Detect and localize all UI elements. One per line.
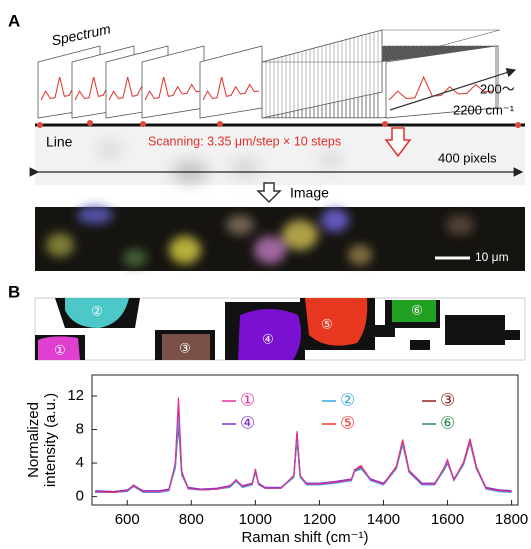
spectrum-frame: [385, 45, 497, 119]
spectrum-trace: [202, 76, 260, 101]
legend-label: ⑤: [340, 413, 355, 432]
wavenumber-arrow: [389, 67, 517, 111]
spectrum-label: Spectrum: [50, 20, 112, 48]
cell-label: ①: [54, 342, 66, 357]
legend-label: ③: [440, 390, 455, 409]
cell-label: ②: [91, 303, 103, 318]
cell-label: ③: [179, 340, 191, 355]
scanning-label: Scanning: 3.35 μm/step × 10 steps: [148, 134, 341, 148]
line-label: Line: [46, 134, 73, 150]
x-tick-label: 1800: [495, 511, 528, 528]
spectrum-stack: [37, 29, 501, 119]
scale-bar-label: 10 μm: [475, 250, 509, 264]
image-arrow: [256, 182, 282, 204]
y-tick-label: 8: [76, 420, 84, 437]
panel-label: A: [8, 11, 20, 30]
stack-top: [261, 29, 501, 63]
spectrum-trace: [388, 75, 494, 101]
segmented-cells: [38, 298, 436, 360]
spectrum-trace: [144, 76, 202, 101]
x-tick-label: 1200: [303, 511, 336, 528]
legend-label: ②: [340, 390, 355, 409]
pixels-label: 400 pixels: [438, 150, 497, 165]
range-label: 2200 cm⁻¹: [453, 102, 515, 117]
x-tick-label: 1600: [431, 511, 464, 528]
cell-label: ④: [262, 331, 274, 346]
cell-label: ⑥: [411, 302, 423, 317]
spectra-chart: 0 4 8 12 600 800 1000 1200 1400 1600 1800 Raman shi…: [25, 374, 528, 546]
y-axis-title: intensity (a.u.): [42, 393, 59, 487]
x-tick-label: 1000: [239, 511, 272, 528]
y-tick-label: 0: [76, 488, 84, 505]
spectrum-line: [95, 397, 512, 494]
legend-label: ④: [240, 413, 255, 432]
scan-points: [37, 120, 521, 128]
panel-label: B: [8, 282, 20, 301]
legend-label: ①: [240, 390, 255, 409]
image-label: Image: [290, 185, 329, 201]
y-tick-label: 4: [76, 454, 84, 471]
x-tick-label: 800: [179, 511, 204, 528]
scan-arrow: [384, 127, 412, 158]
x-axis-title: Raman shift (cm⁻¹): [241, 529, 368, 546]
range-label: 200～: [480, 81, 515, 96]
y-tick-label: 12: [67, 387, 84, 404]
plot-frame: [91, 374, 519, 506]
x-tick-label: 1400: [367, 511, 400, 528]
cell-blobs: [46, 206, 474, 267]
cell-label: ⑤: [321, 316, 333, 331]
x-tick-label: 600: [115, 511, 140, 528]
spectrum-frame: [199, 45, 263, 119]
y-axis-title: Normalized: [25, 402, 42, 478]
legend-label: ⑥: [440, 413, 455, 432]
